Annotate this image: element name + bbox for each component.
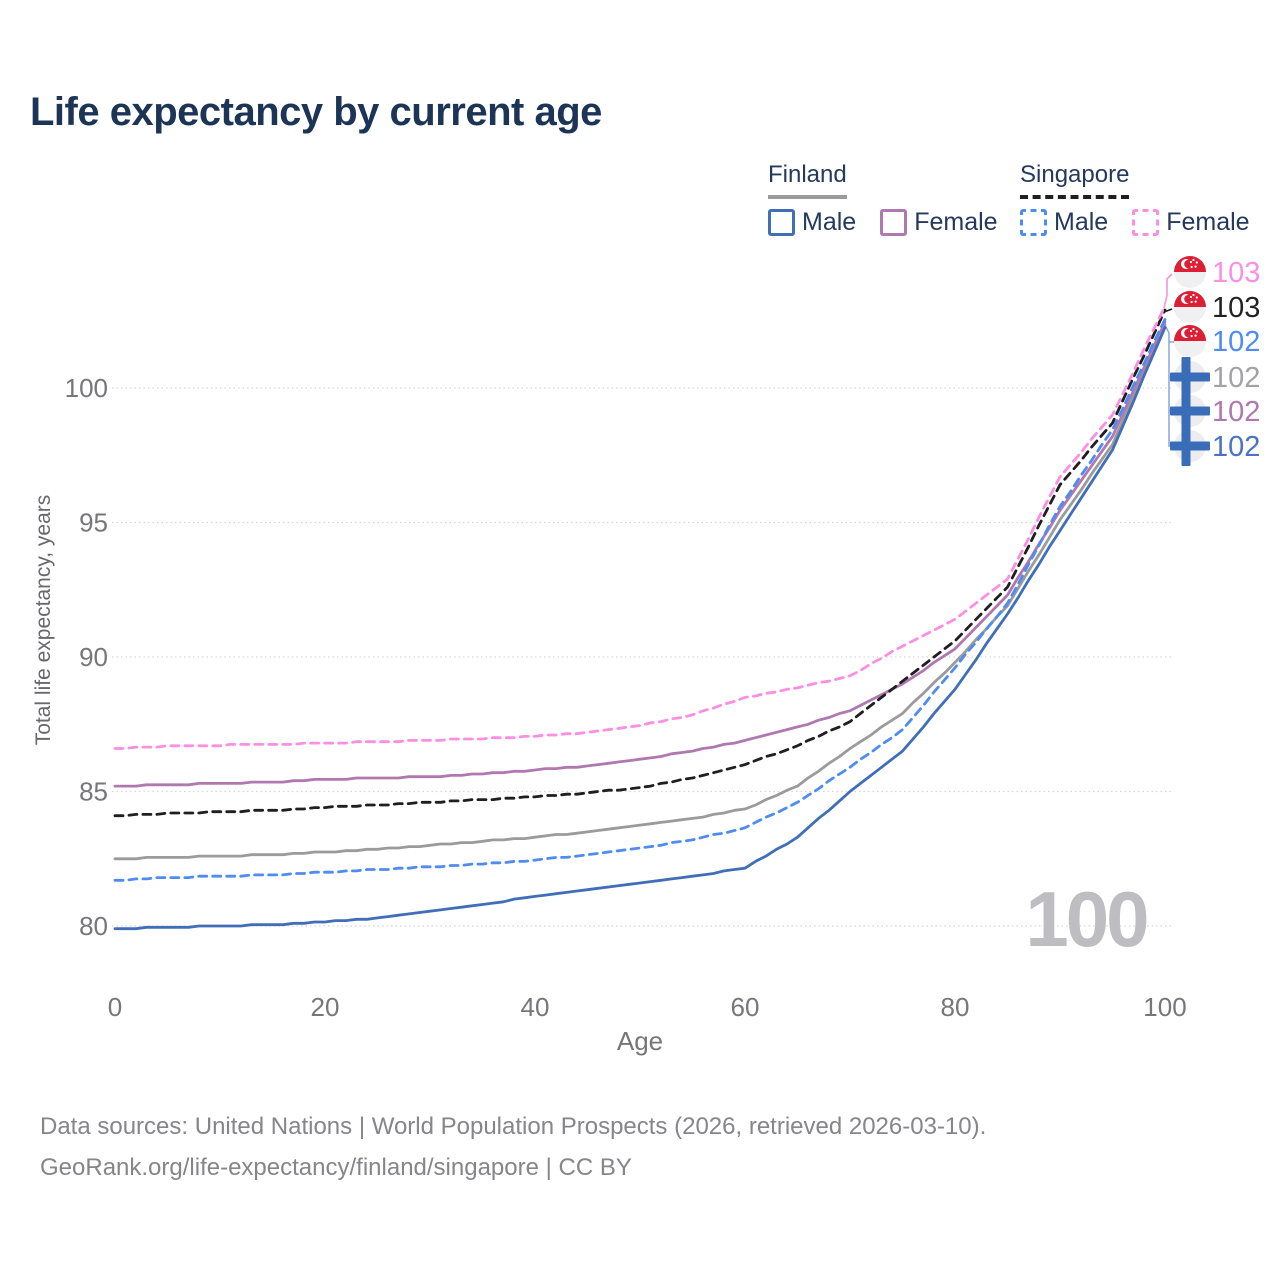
finland-flag-icon xyxy=(1170,357,1210,397)
finland-flag-icon xyxy=(1170,391,1210,431)
legend-group-singapore: Singapore Male Female xyxy=(1020,161,1250,237)
singapore-flag-icon xyxy=(1174,291,1206,323)
y-tick-100: 100 xyxy=(65,373,108,403)
series-finland-male[interactable] xyxy=(113,326,1167,931)
end-label-finland-female: 102 xyxy=(1212,396,1260,428)
legend-item-label: Female xyxy=(914,208,998,236)
legend-swatch-icon xyxy=(1132,209,1160,236)
singapore-flag-icon xyxy=(1174,325,1206,357)
x-tick-100: 100 xyxy=(1143,992,1186,1022)
legend-swatch-icon xyxy=(768,209,795,236)
y-tick-85: 85 xyxy=(79,777,108,807)
legend-item-label: Male xyxy=(802,208,857,236)
series-singapore-both-sexes[interactable] xyxy=(113,308,1167,818)
legend-item-finland-male[interactable]: Male xyxy=(768,208,856,237)
leader-line-singapore-female xyxy=(1163,273,1173,309)
legend-item-label: Male xyxy=(1054,208,1109,236)
legend-item-label: Female xyxy=(1166,208,1250,236)
legend-swatch-icon xyxy=(880,209,908,236)
legend-country-singapore: Singapore xyxy=(1020,161,1130,199)
series-singapore-male[interactable] xyxy=(113,317,1167,882)
footer-sources: Data sources: United Nations | World Pop… xyxy=(40,1113,987,1140)
x-tick-80: 80 xyxy=(941,992,970,1022)
y-tick-95: 95 xyxy=(79,508,108,538)
end-label-singapore-female: 103 xyxy=(1212,257,1260,289)
end-label-singapore-both-sexes: 103 xyxy=(1212,292,1260,324)
end-label-finland-male: 102 xyxy=(1212,431,1260,463)
x-tick-0: 0 xyxy=(108,992,122,1022)
leader-bracket-finland xyxy=(1164,324,1174,447)
legend-country-finland: Finland xyxy=(768,161,847,199)
x-axis-label: Age xyxy=(617,1026,663,1056)
y-axis-label: Total life expectancy, years xyxy=(32,495,55,746)
legend-item-singapore-female[interactable]: Female xyxy=(1132,208,1250,237)
x-tick-20: 20 xyxy=(311,992,340,1022)
x-tick-40: 40 xyxy=(521,992,550,1022)
singapore-flag-icon xyxy=(1174,256,1206,288)
finland-flag-icon xyxy=(1170,426,1210,466)
series-finland-both-sexes[interactable] xyxy=(113,323,1167,861)
legend-item-finland-female[interactable]: Female xyxy=(880,208,998,237)
legend-item-singapore-male[interactable]: Male xyxy=(1020,208,1108,237)
y-tick-80: 80 xyxy=(79,911,108,941)
chart-title: Life expectancy by current age xyxy=(30,90,602,134)
end-label-finland-both-sexes: 102 xyxy=(1212,362,1260,394)
footer-attribution: GeoRank.org/life-expectancy/finland/sing… xyxy=(40,1154,632,1181)
y-tick-90: 90 xyxy=(79,642,108,672)
series-singapore-female[interactable] xyxy=(113,304,1167,750)
series-finland-female[interactable] xyxy=(113,320,1167,788)
legend-swatch-icon xyxy=(1020,209,1047,236)
legend-group-finland: Finland Male Female xyxy=(768,161,998,237)
footer: Data sources: United Nations | World Pop… xyxy=(40,1106,986,1188)
x-tick-60: 60 xyxy=(731,992,760,1022)
legend: Finland Male Female Singapore Male Female xyxy=(0,0,1280,260)
age-watermark: 100 xyxy=(1025,875,1147,963)
end-label-singapore-male: 102 xyxy=(1212,326,1260,358)
